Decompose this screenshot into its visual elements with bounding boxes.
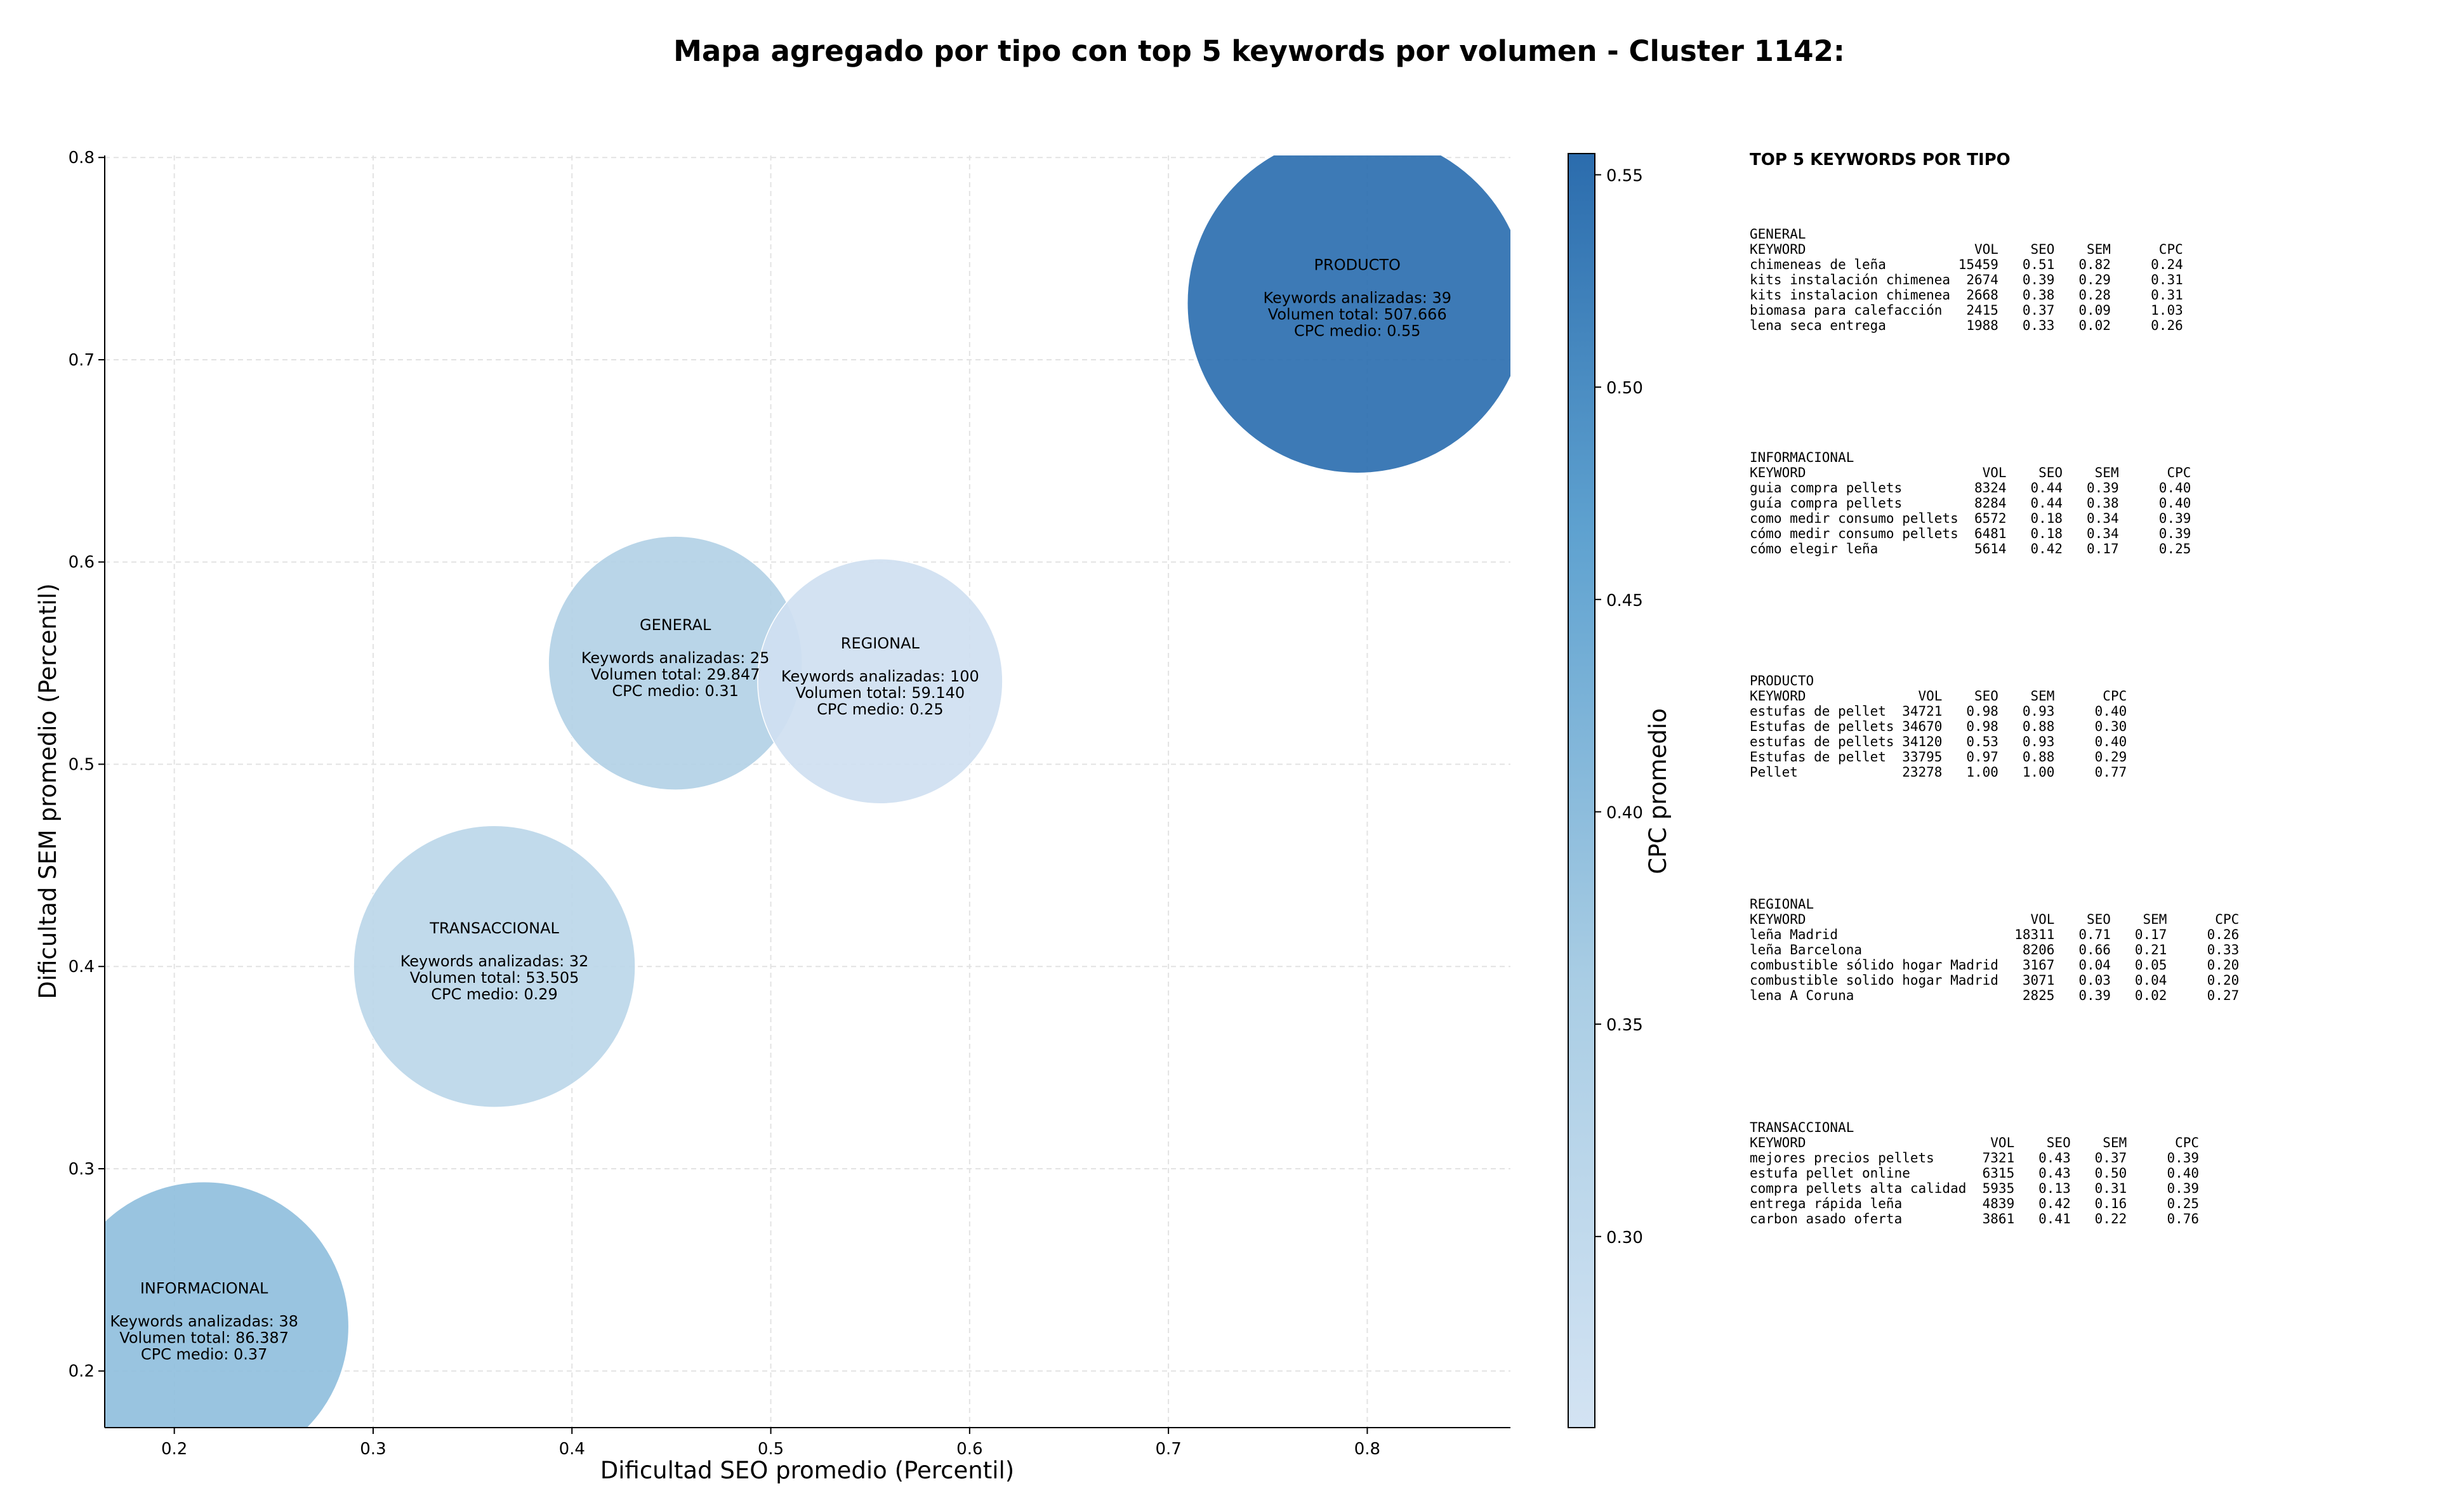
- panel-table-row: kits instalación chimenea 2674 0.39 0.29…: [1750, 272, 2183, 287]
- colorbar-tick-label: 0.35: [1606, 1016, 1643, 1035]
- y-tick-label: 0.5: [69, 755, 95, 774]
- y-tick-label: 0.4: [69, 957, 95, 976]
- panel-table-header: KEYWORD VOL SEO SEM CPC: [1750, 242, 2183, 257]
- panel-title: TOP 5 KEYWORDS POR TIPO: [1750, 150, 2011, 169]
- panel-table-row: carbon asado oferta 3861 0.41 0.22 0.76: [1750, 1211, 2199, 1226]
- bubble-label-line3: CPC medio: 0.55: [1294, 322, 1421, 340]
- panel-table-row: estufas de pellets 34120 0.53 0.93 0.40: [1750, 734, 2127, 749]
- x-tick-label: 0.7: [1155, 1440, 1181, 1459]
- panel-table-row: leña Madrid 18311 0.71 0.17 0.26: [1750, 927, 2239, 942]
- bubble-label-name: REGIONAL: [841, 634, 920, 652]
- panel-table-row: cómo medir consumo pellets 6481 0.18 0.3…: [1750, 526, 2191, 541]
- y-tick-label: 0.8: [69, 148, 95, 168]
- x-tick-label: 0.4: [559, 1440, 585, 1459]
- panel-group-title: TRANSACCIONAL: [1750, 1120, 1854, 1135]
- panel-table-header: KEYWORD VOL SEO SEM CPC: [1750, 912, 2239, 927]
- y-tick-label: 0.6: [69, 553, 95, 572]
- bubble-label-line1: Keywords analizadas: 38: [110, 1313, 298, 1331]
- panel-group-title: GENERAL: [1750, 227, 1806, 242]
- panel-table-row: lena seca entrega 1988 0.33 0.02 0.26: [1750, 318, 2183, 333]
- panel-table-row: combustible solido hogar Madrid 3071 0.0…: [1750, 973, 2239, 988]
- panel-table-row: lena A Coruna 2825 0.39 0.02 0.27: [1750, 988, 2239, 1003]
- panel-table-header: KEYWORD VOL SEO SEM CPC: [1750, 1135, 2199, 1150]
- panel-group-title: REGIONAL: [1750, 897, 1814, 912]
- bubble-label-line3: CPC medio: 0.25: [817, 700, 944, 718]
- bubble-label-line2: Volumen total: 53.505: [410, 969, 579, 987]
- panel-group-title: INFORMACIONAL: [1750, 450, 1854, 465]
- bubble-label-name: PRODUCTO: [1314, 256, 1401, 274]
- bubble-label-line1: Keywords analizadas: 32: [400, 952, 589, 970]
- bubble-label-name: INFORMACIONAL: [140, 1280, 268, 1298]
- bubble-label-line2: Volumen total: 29.847: [591, 666, 760, 683]
- bubble-label-line3: CPC medio: 0.37: [141, 1346, 268, 1364]
- y-tick-label: 0.7: [69, 351, 95, 370]
- panel-table-row: estufas de pellet 34721 0.98 0.93 0.40: [1750, 704, 2127, 719]
- y-ticks: 0.2 0.3 0.4 0.5 0.6 0.7 0.8: [69, 148, 105, 1381]
- bubble-label-line2: Volumen total: 507.666: [1268, 306, 1447, 324]
- panel-group-title: PRODUCTO: [1750, 673, 1814, 688]
- x-tick-label: 0.6: [956, 1440, 982, 1459]
- x-ticks: 0.2 0.3 0.4 0.5 0.6 0.7 0.8: [161, 1428, 1380, 1459]
- bubble-label-name: TRANSACCIONAL: [429, 919, 559, 937]
- panel-table-header: KEYWORD VOL SEO SEM CPC: [1750, 465, 2191, 480]
- panel-table-row: Estufas de pellets 34670 0.98 0.88 0.30: [1750, 719, 2127, 734]
- bubble-producto: [1187, 155, 1510, 474]
- panel-table-row: chimeneas de leña 15459 0.51 0.82 0.24: [1750, 257, 2183, 272]
- y-axis-label: Dificultad SEM promedio (Percentil): [34, 583, 62, 999]
- chart-title: Mapa agregado por tipo con top 5 keyword…: [673, 34, 1845, 68]
- x-tick-label: 0.8: [1354, 1440, 1380, 1459]
- bubble-label-name: GENERAL: [640, 616, 711, 634]
- bubble-label-line2: Volumen total: 59.140: [796, 684, 965, 702]
- colorbar-label: CPC promedio: [1644, 708, 1672, 874]
- y-tick-label: 0.3: [69, 1160, 95, 1179]
- panel-table-row: cómo elegir leña 5614 0.42 0.17 0.25: [1750, 541, 2191, 556]
- bubble-label-line1: Keywords analizadas: 100: [781, 667, 979, 685]
- colorbar-ticks: 0.30 0.35 0.40 0.45 0.50 0.55: [1595, 166, 1643, 1247]
- panel-table-row: compra pellets alta calidad 5935 0.13 0.…: [1750, 1181, 2199, 1196]
- bubble-label-line2: Volumen total: 86.387: [119, 1329, 289, 1347]
- panel-table-row: biomasa para calefacción 2415 0.37 0.09 …: [1750, 303, 2183, 318]
- panel-table-row: como medir consumo pellets 6572 0.18 0.3…: [1750, 511, 2191, 526]
- bubble-transaccional: [353, 825, 636, 1108]
- y-tick-label: 0.2: [69, 1362, 95, 1381]
- bubble-label-line3: CPC medio: 0.31: [612, 682, 739, 700]
- colorbar-tick-label: 0.50: [1606, 379, 1643, 398]
- panel-table-row: mejores precios pellets 7321 0.43 0.37 0…: [1750, 1150, 2199, 1166]
- bubble-label-line1: Keywords analizadas: 25: [581, 649, 770, 667]
- panel-table-row: Estufas de pellet 33795 0.97 0.88 0.29: [1750, 749, 2127, 765]
- grid-lines: [105, 155, 1510, 1428]
- bubble-label-line3: CPC medio: 0.29: [431, 985, 558, 1003]
- panel-table-row: combustible sólido hogar Madrid 3167 0.0…: [1750, 957, 2239, 973]
- bubble-regional: [757, 558, 1003, 805]
- x-tick-label: 0.5: [758, 1440, 784, 1459]
- x-tick-label: 0.3: [360, 1440, 386, 1459]
- bubble-informacional: [105, 1181, 350, 1428]
- panel-table-header: KEYWORD VOL SEO SEM CPC: [1750, 688, 2127, 704]
- colorbar: [1568, 153, 1595, 1428]
- bubble-label-line1: Keywords analizadas: 39: [1263, 289, 1451, 307]
- colorbar-tick-label: 0.45: [1606, 591, 1643, 610]
- colorbar-tick-label: 0.40: [1606, 803, 1643, 822]
- panel-table-row: kits instalacion chimenea 2668 0.38 0.28…: [1750, 287, 2183, 303]
- x-tick-label: 0.2: [161, 1440, 187, 1459]
- panel-table-row: entrega rápida leña 4839 0.42 0.16 0.25: [1750, 1196, 2199, 1211]
- colorbar-tick-label: 0.55: [1606, 166, 1643, 185]
- panel-table-row: estufa pellet online 6315 0.43 0.50 0.40: [1750, 1166, 2199, 1181]
- panel-table-row: Pellet 23278 1.00 1.00 0.77: [1750, 765, 2127, 780]
- panel-table-row: guia compra pellets 8324 0.44 0.39 0.40: [1750, 480, 2191, 496]
- bubbles: [105, 155, 1510, 1428]
- colorbar-tick-label: 0.30: [1606, 1228, 1643, 1247]
- panel-table-row: leña Barcelona 8206 0.66 0.21 0.33: [1750, 942, 2239, 957]
- x-axis-label: Dificultad SEO promedio (Percentil): [600, 1457, 1014, 1484]
- panel-table-row: guía compra pellets 8284 0.44 0.38 0.40: [1750, 496, 2191, 511]
